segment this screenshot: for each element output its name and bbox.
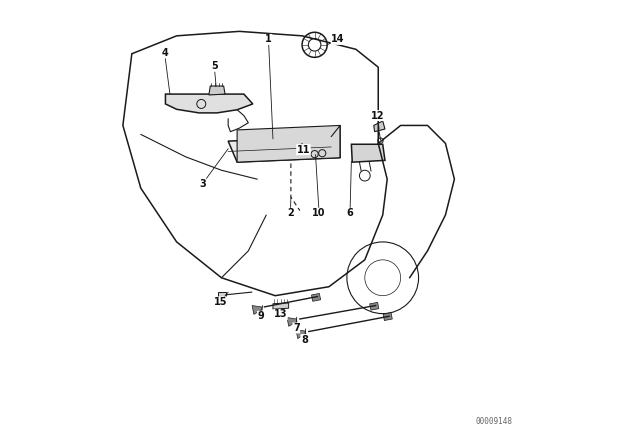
Polygon shape (374, 121, 385, 132)
Polygon shape (383, 313, 392, 320)
Polygon shape (165, 94, 253, 113)
Text: 12: 12 (371, 111, 384, 121)
Text: 5: 5 (211, 61, 218, 71)
Text: 00009148: 00009148 (476, 417, 513, 426)
Polygon shape (312, 293, 321, 302)
Text: 6: 6 (347, 208, 353, 218)
Text: 14: 14 (331, 34, 345, 44)
Polygon shape (296, 330, 306, 339)
Polygon shape (237, 125, 340, 162)
Circle shape (237, 140, 242, 145)
Polygon shape (351, 144, 385, 162)
Text: 1: 1 (265, 34, 272, 44)
Circle shape (273, 140, 278, 145)
Text: 2: 2 (287, 208, 294, 218)
Text: 8: 8 (301, 335, 308, 345)
Polygon shape (228, 137, 340, 162)
Text: 9: 9 (257, 311, 264, 321)
Polygon shape (273, 303, 289, 309)
Text: 10: 10 (312, 208, 326, 218)
Circle shape (255, 155, 260, 159)
Polygon shape (252, 306, 262, 314)
Circle shape (255, 140, 260, 145)
Circle shape (273, 155, 278, 159)
Text: 15: 15 (214, 297, 227, 307)
Text: 13: 13 (274, 310, 287, 319)
Circle shape (300, 140, 305, 145)
Polygon shape (370, 302, 379, 310)
Text: 7: 7 (293, 323, 300, 333)
Text: 11: 11 (297, 145, 310, 155)
Bar (218, 292, 226, 298)
Text: 3: 3 (199, 179, 206, 189)
Polygon shape (287, 318, 297, 326)
Text: 4: 4 (161, 48, 168, 58)
Polygon shape (209, 86, 225, 95)
Circle shape (237, 155, 242, 159)
